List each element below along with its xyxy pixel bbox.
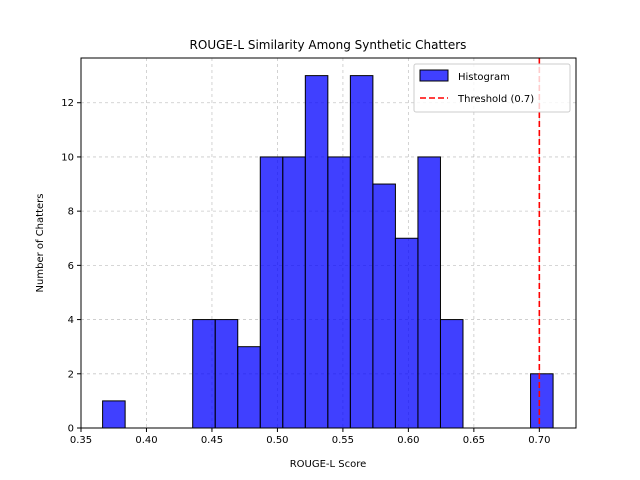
x-tick-label: 0.65 (463, 435, 485, 446)
histogram-bar (349, 75, 374, 429)
y-tick-label: 4 (68, 315, 74, 326)
histogram-bar (237, 346, 261, 429)
histogram-bars (102, 75, 554, 429)
y-axis-label: Number of Chatters (35, 194, 46, 293)
y-tick-label: 6 (68, 261, 74, 272)
x-tick-label: 0.45 (201, 435, 223, 446)
histogram-bar (327, 156, 351, 429)
x-tick-label: 0.70 (528, 435, 550, 446)
histogram-bar (304, 75, 329, 429)
histogram-bar (394, 237, 419, 429)
histogram-bar (259, 156, 284, 429)
histogram-bar (192, 319, 216, 429)
chart-title: ROUGE-L Similarity Among Synthetic Chatt… (190, 38, 467, 52)
histogram-bar (372, 183, 396, 429)
histogram-bar (214, 319, 239, 429)
y-tick-label: 2 (68, 369, 74, 380)
y-axis-ticks: 0 2 4 6 8 10 12 (61, 98, 81, 435)
histogram-bar (282, 156, 306, 429)
x-tick-label: 0.35 (70, 435, 92, 446)
x-tick-label: 0.55 (332, 435, 354, 446)
legend-histogram-label: Histogram (458, 72, 510, 83)
x-axis-ticks: 0.35 0.40 0.45 0.50 0.55 0.60 0.65 0.70 (70, 428, 550, 446)
x-axis-label: ROUGE-L Score (290, 459, 367, 470)
x-tick-label: 0.50 (266, 435, 288, 446)
y-tick-label: 12 (61, 98, 74, 109)
y-tick-label: 10 (61, 152, 74, 163)
plot-area-frame (80, 57, 577, 429)
histogram-bar (439, 319, 464, 429)
histogram-bar (417, 156, 441, 429)
histogram-bar (102, 400, 126, 429)
legend: Histogram Threshold (0.7) (413, 63, 571, 113)
y-tick-label: 8 (68, 207, 74, 218)
x-tick-label: 0.60 (397, 435, 419, 446)
histogram-bar (530, 373, 554, 429)
x-tick-label: 0.40 (135, 435, 157, 446)
legend-histogram-swatch (419, 69, 449, 82)
legend-box (413, 63, 571, 113)
y-tick-label: 0 (68, 424, 74, 435)
legend-threshold-label: Threshold (0.7) (457, 94, 534, 105)
